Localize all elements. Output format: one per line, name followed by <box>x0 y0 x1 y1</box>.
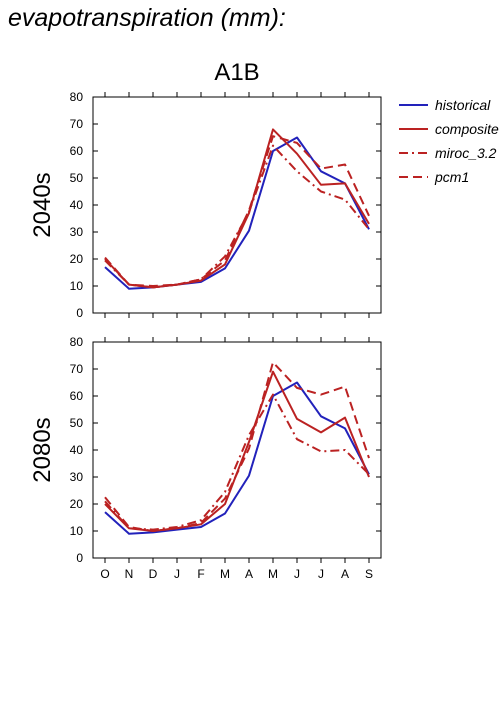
y-tick-label: 10 <box>70 524 84 538</box>
x-tick-label: J <box>294 567 300 581</box>
y-tick-label: 70 <box>70 117 84 131</box>
y-tick-label: 40 <box>70 443 84 457</box>
y-tick-label: 50 <box>70 171 84 185</box>
y-tick-label: 80 <box>70 335 84 349</box>
plot-frame <box>92 96 382 314</box>
y-tick-label: 50 <box>70 416 84 430</box>
y-tick-label: 30 <box>70 470 84 484</box>
x-tick-label: A <box>245 567 253 581</box>
series-line-pcm1 <box>104 135 370 287</box>
x-tick-label: M <box>268 567 278 581</box>
x-tick-label: M <box>220 567 230 581</box>
panel-2040s: 0 10 20 30 40 50 60 70 80 2040s <box>29 90 382 320</box>
y-tick-label: 0 <box>76 306 83 320</box>
y-axis-label: 2080s <box>29 417 56 482</box>
legend-label-miroc_3.2: miroc_3.2 <box>435 145 497 161</box>
chart-title: A1B <box>214 59 259 86</box>
panel-2080s: 0 10 20 30 40 50 60 70 80 O N D J F M A M J J A S 2080s <box>29 335 382 581</box>
y-tick-label: 60 <box>70 144 84 158</box>
x-tick-label: O <box>100 567 109 581</box>
series-line-historical <box>104 136 370 290</box>
series-line-historical <box>104 381 370 535</box>
legend-label-historical: historical <box>435 97 491 113</box>
x-tick-label: A <box>341 567 349 581</box>
x-tick-label: N <box>125 567 134 581</box>
x-tick-label: J <box>318 567 324 581</box>
y-tick-label: 80 <box>70 90 84 104</box>
legend-label-pcm1: pcm1 <box>434 169 469 185</box>
y-tick-label: 70 <box>70 362 84 376</box>
legend-label-composite: composite <box>435 121 499 137</box>
y-tick-label: 20 <box>70 252 84 266</box>
series-line-composite <box>104 370 370 532</box>
y-tick-label: 60 <box>70 389 84 403</box>
y-axis-label: 2040s <box>29 172 56 237</box>
page-title: evapotranspiration (mm): <box>8 4 286 32</box>
x-tick-label: D <box>149 567 158 581</box>
y-tick-label: 30 <box>70 225 84 239</box>
y-tick-label: 10 <box>70 279 84 293</box>
x-tick-label: J <box>174 567 180 581</box>
x-tick-label: F <box>197 567 204 581</box>
series-line-pcm1 <box>104 361 370 532</box>
y-tick-label: 40 <box>70 198 84 212</box>
series-line-composite <box>104 128 370 289</box>
series-line-miroc_3.2 <box>104 393 370 531</box>
legend: historical composite miroc_3.2 pcm1 <box>399 97 499 185</box>
y-tick-label: 20 <box>70 497 84 511</box>
x-tick-label: S <box>365 567 373 581</box>
y-tick-label: 0 <box>76 551 83 565</box>
